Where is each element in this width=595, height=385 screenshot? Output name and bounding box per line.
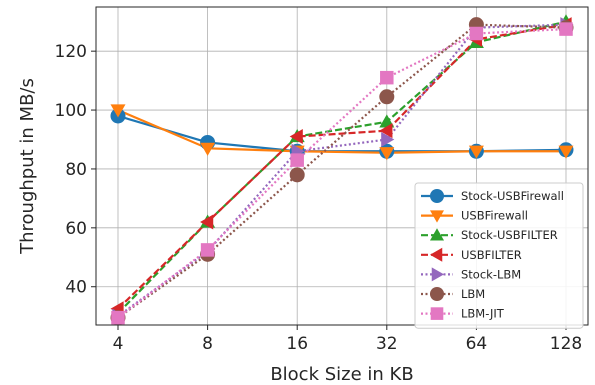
data-point xyxy=(200,243,215,257)
data-point xyxy=(110,104,126,118)
legend-label: USBFirewall xyxy=(461,209,528,223)
legend-frame xyxy=(414,182,584,329)
data-point xyxy=(469,26,484,41)
series-lines xyxy=(117,20,567,319)
y-tick-label: 100 xyxy=(55,101,87,121)
legend-label: Stock-USBFILTER xyxy=(461,228,558,242)
y-tick-label: 120 xyxy=(55,42,87,62)
legend: Stock-USBFirewall USBFirewall Stock-USBFIL… xyxy=(414,182,584,329)
series-line xyxy=(117,23,567,310)
legend-marker xyxy=(430,287,444,301)
data-point xyxy=(289,167,305,183)
data-point xyxy=(558,145,574,159)
x-axis-label: Block Size in KB xyxy=(270,364,413,385)
data-point xyxy=(379,147,395,161)
data-point xyxy=(381,132,395,147)
x-tick-label: 8 xyxy=(202,334,213,354)
legend-marker xyxy=(430,307,444,320)
plot-frame xyxy=(95,6,589,326)
x-tick-label: 4 xyxy=(113,334,124,354)
data-point xyxy=(379,89,395,105)
data-point xyxy=(559,22,573,36)
data-point xyxy=(289,129,303,145)
x-tick-label: 128 xyxy=(550,334,582,354)
series-markers xyxy=(110,14,574,326)
series-line xyxy=(117,109,566,154)
legend-marker xyxy=(430,189,444,203)
y-ticks: 40 60 80 100 120 xyxy=(55,42,96,298)
data-point xyxy=(379,114,395,128)
y-tick-label: 60 xyxy=(65,219,87,239)
legend-marker xyxy=(431,267,444,282)
legend-label: LBM xyxy=(461,287,485,301)
legend-label: Stock-USBFirewall xyxy=(461,189,564,203)
data-point xyxy=(111,310,125,325)
legend-marker xyxy=(430,228,444,241)
data-point xyxy=(380,70,394,85)
y-axis-label: Throughput in MB/s xyxy=(17,78,38,255)
data-point xyxy=(290,153,304,167)
x-tick-label: 32 xyxy=(376,334,398,354)
legend-marker xyxy=(430,210,444,223)
series-line xyxy=(117,23,567,319)
data-point xyxy=(379,123,393,139)
legend-label: USBFILTER xyxy=(461,248,522,262)
x-tick-label: 16 xyxy=(286,334,308,354)
legend-label: LBM-JIT xyxy=(461,307,505,321)
data-point xyxy=(200,142,216,156)
data-point xyxy=(200,214,214,230)
legend-marker xyxy=(430,247,443,262)
legend-label: Stock-LBM xyxy=(461,267,521,281)
x-ticks: 4 8 16 32 64 128 xyxy=(113,325,582,354)
y-tick-label: 80 xyxy=(65,160,87,180)
y-tick-label: 40 xyxy=(65,278,87,298)
data-point xyxy=(468,145,484,159)
x-tick-label: 64 xyxy=(466,334,488,354)
